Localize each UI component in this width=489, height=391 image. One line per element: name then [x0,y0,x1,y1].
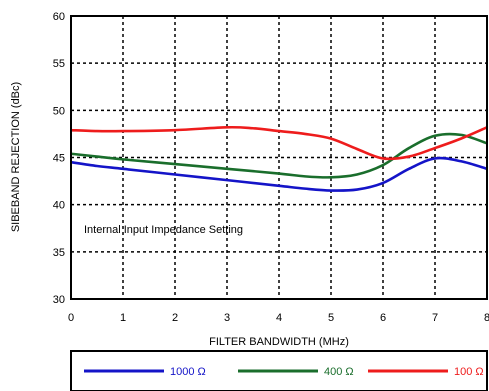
x-tick-label: 3 [224,312,230,324]
x-tick-label: 6 [380,312,386,324]
legend-label-3: 100 Ω [454,366,484,378]
gridlines [71,16,487,299]
series-line-2 [70,132,488,179]
y-tick-label: 55 [53,58,65,70]
series-line-3 [70,125,488,161]
x-tick-label: 4 [276,312,282,324]
y-tick-labels: 30 35 40 45 50 55 60 [53,11,65,306]
x-tick-label: 5 [328,312,334,324]
legend: 1000 Ω 400 Ω 100 Ω [84,366,484,378]
plot-frame [70,15,488,300]
x-tick-labels: 0 1 2 3 4 5 6 7 8 [68,312,489,324]
y-tick-label: 60 [53,11,65,23]
legend-label-2: 400 Ω [324,366,354,378]
x-tick-label: 0 [68,312,74,324]
series-lines [70,125,488,192]
x-tick-label: 8 [484,312,489,324]
legend-label-1: 1000 Ω [170,366,206,378]
y-tick-label: 30 [53,294,65,306]
annotation-text: Internal Input Impedance Setting [84,224,243,236]
series-line-1 [70,156,488,192]
x-axis-label: FILTER BANDWIDTH (MHz) [209,336,349,348]
y-tick-label: 40 [53,200,65,212]
y-tick-label: 35 [53,247,65,259]
x-tick-label: 2 [172,312,178,324]
x-tick-label: 1 [120,312,126,324]
y-tick-label: 50 [53,105,65,117]
x-tick-label: 7 [432,312,438,324]
y-axis-label: SIBEBAND REJECTION (dBc) [10,82,22,232]
y-tick-label: 45 [53,153,65,165]
